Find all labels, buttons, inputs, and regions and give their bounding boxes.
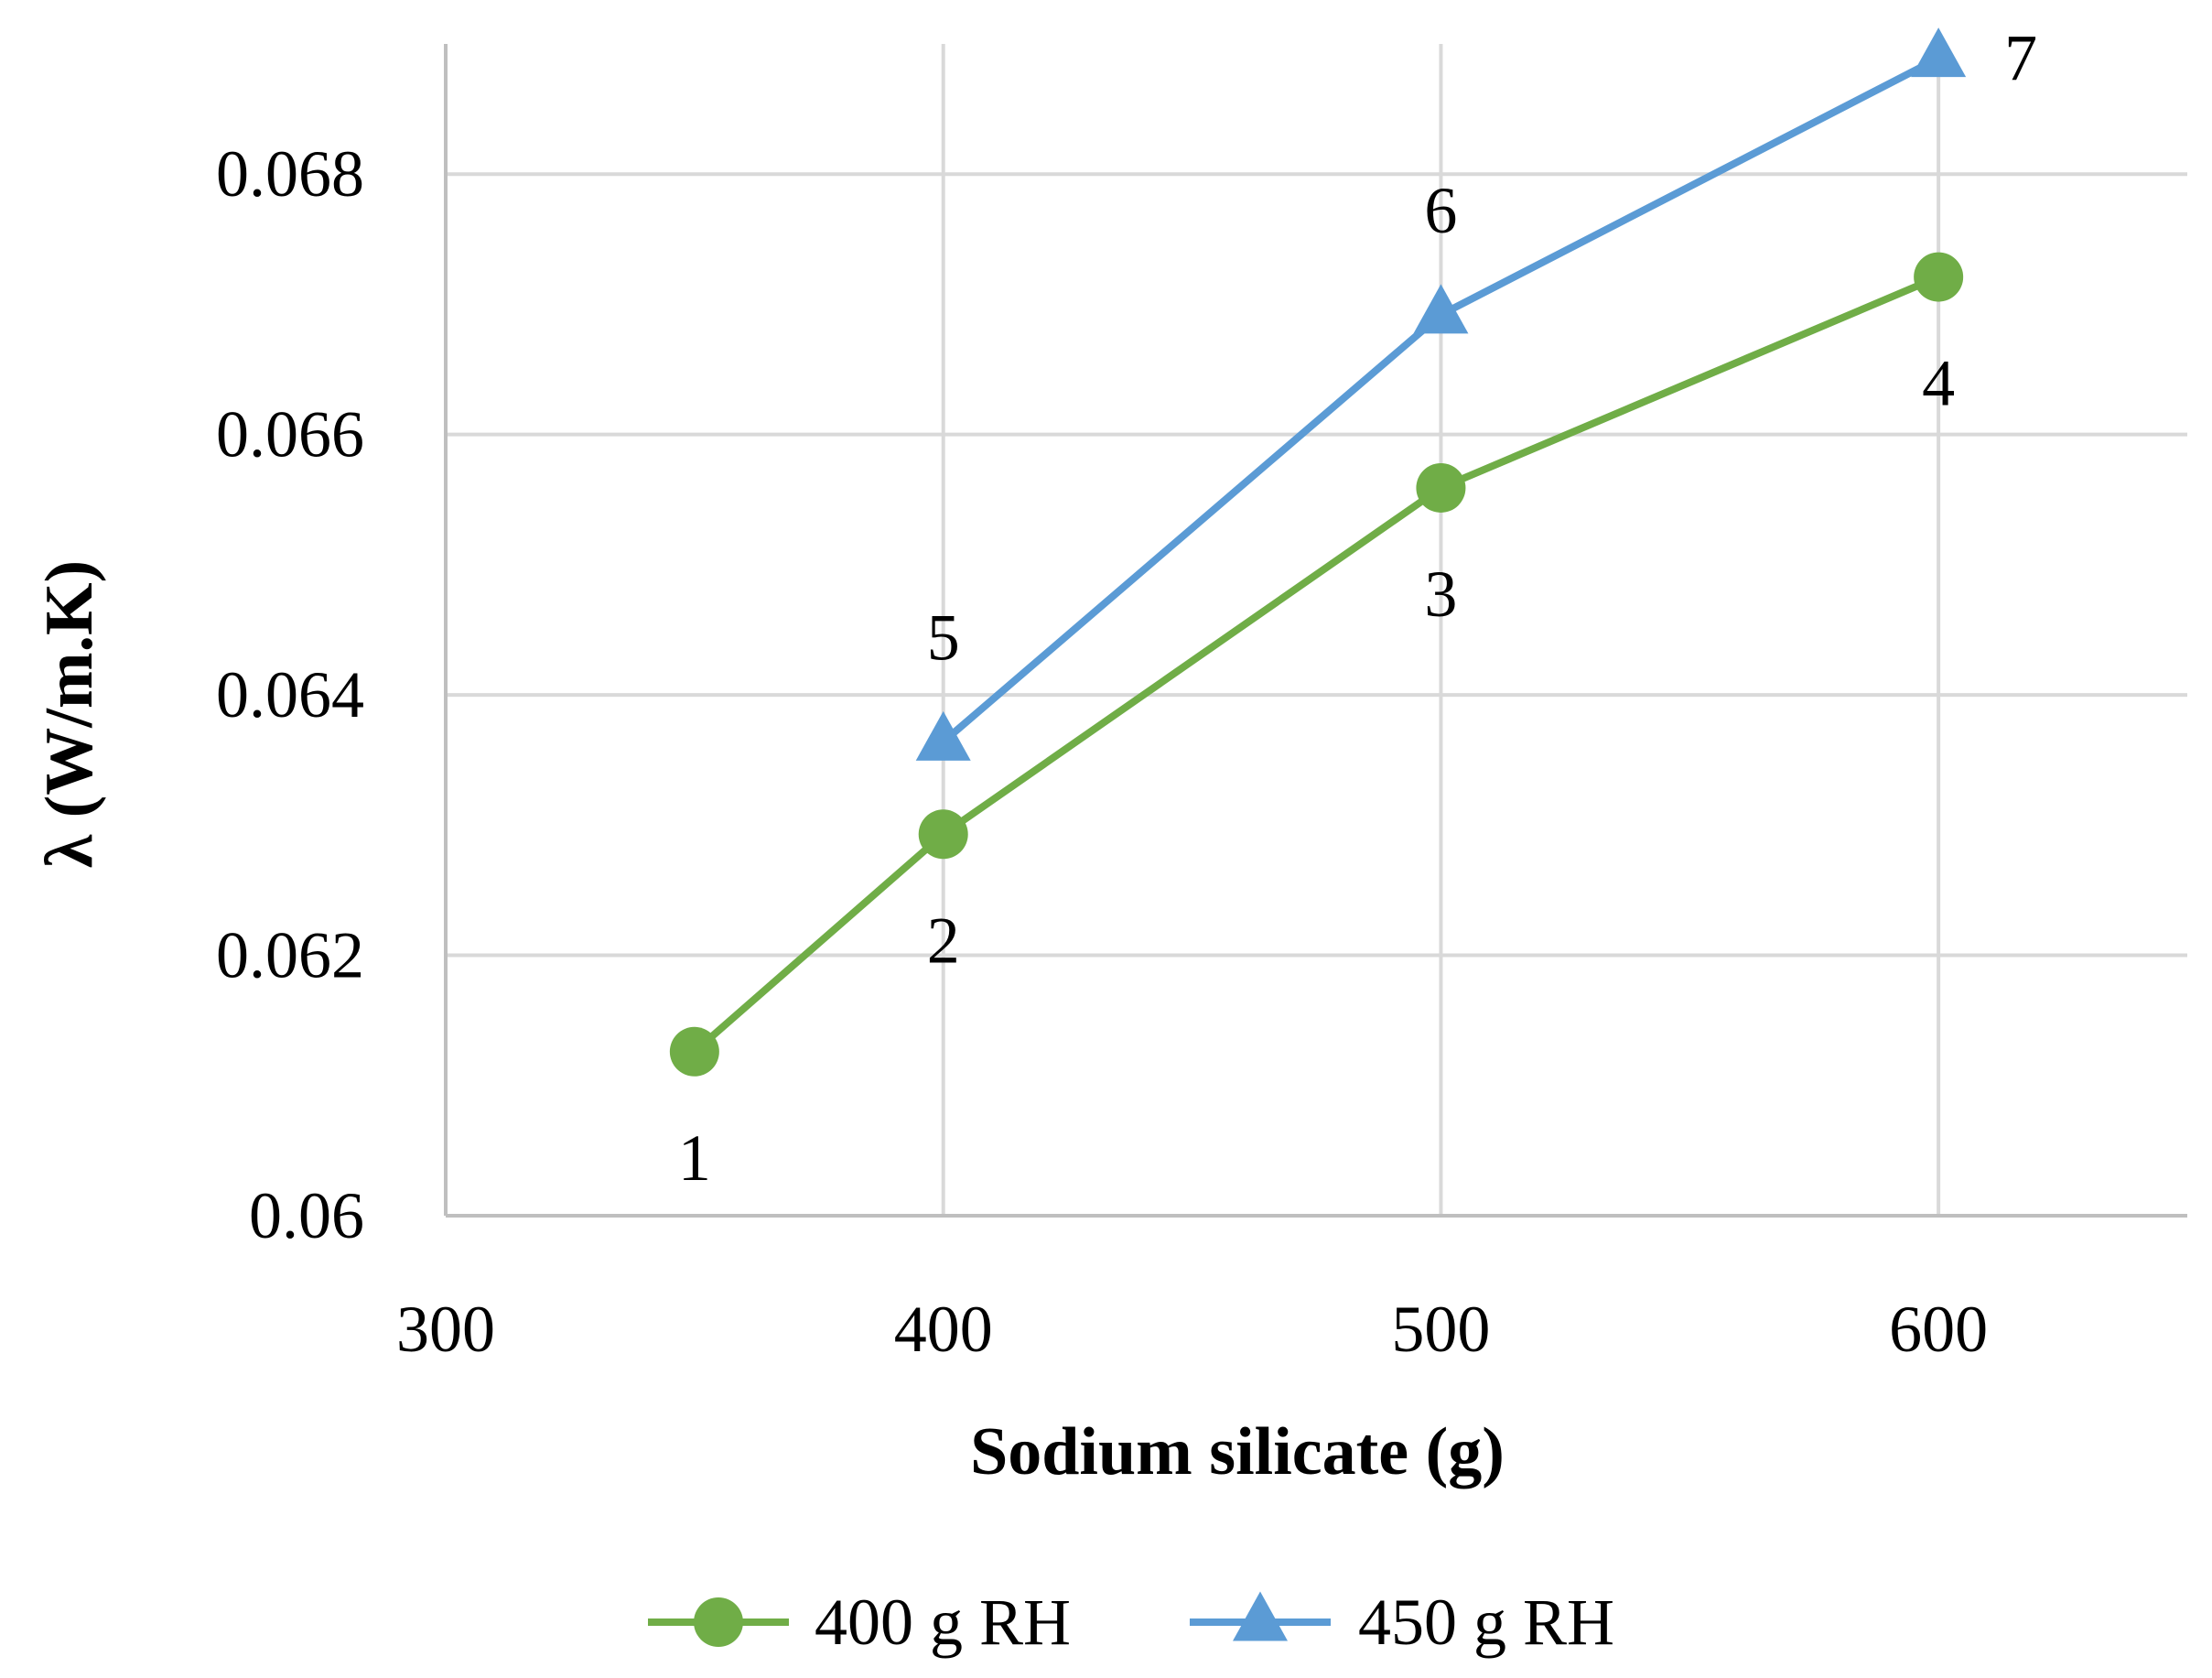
legend-entry-2: 450 g RH <box>1190 1586 1614 1659</box>
data-label: 7 <box>2004 22 2037 95</box>
data-point-marker <box>1911 27 1967 78</box>
y-tick-label: 0.062 <box>216 919 364 992</box>
data-label: 3 <box>1424 558 1457 631</box>
tick-labels: 0.06 0.062 0.064 0.066 0.068 300 400 500 600 <box>216 137 1988 1366</box>
data-label: 6 <box>1424 174 1457 247</box>
x-tick-label: 300 <box>396 1293 495 1366</box>
y-tick-label: 0.06 <box>249 1179 364 1252</box>
data-point-marker <box>669 1026 719 1077</box>
legend-marker <box>694 1597 743 1647</box>
legend-label: 450 g RH <box>1358 1586 1614 1659</box>
y-tick-label: 0.064 <box>216 658 364 731</box>
data-label: 2 <box>927 904 960 977</box>
legend: 400 g RH 450 g RH <box>648 1586 1614 1659</box>
data-label: 5 <box>927 601 960 674</box>
y-axis-title: λ (W/m.K) <box>32 560 107 868</box>
legend-label: 400 g RH <box>815 1586 1071 1659</box>
data-labels: 1 2 3 4 5 6 7 <box>678 22 2037 1195</box>
series <box>669 27 1967 1077</box>
data-point-marker <box>915 710 971 761</box>
data-point-marker <box>1914 252 1964 302</box>
x-tick-label: 400 <box>894 1293 993 1366</box>
y-tick-label: 0.068 <box>216 137 364 211</box>
y-tick-label: 0.066 <box>216 398 364 471</box>
data-point-marker <box>1413 284 1469 334</box>
data-point-marker <box>918 809 968 860</box>
x-tick-label: 600 <box>1889 1293 1988 1366</box>
axes <box>444 44 2187 1218</box>
data-point-marker <box>1416 462 1466 513</box>
x-tick-label: 500 <box>1391 1293 1490 1366</box>
data-label: 1 <box>678 1121 711 1195</box>
legend-entry-1: 400 g RH <box>648 1586 1071 1659</box>
gridlines <box>446 44 2187 1216</box>
legend-marker <box>1233 1591 1288 1641</box>
x-axis-title: Sodium silicate (g) <box>970 1414 1505 1489</box>
data-label: 4 <box>1922 347 1955 420</box>
series-line-1 <box>690 273 1943 1056</box>
